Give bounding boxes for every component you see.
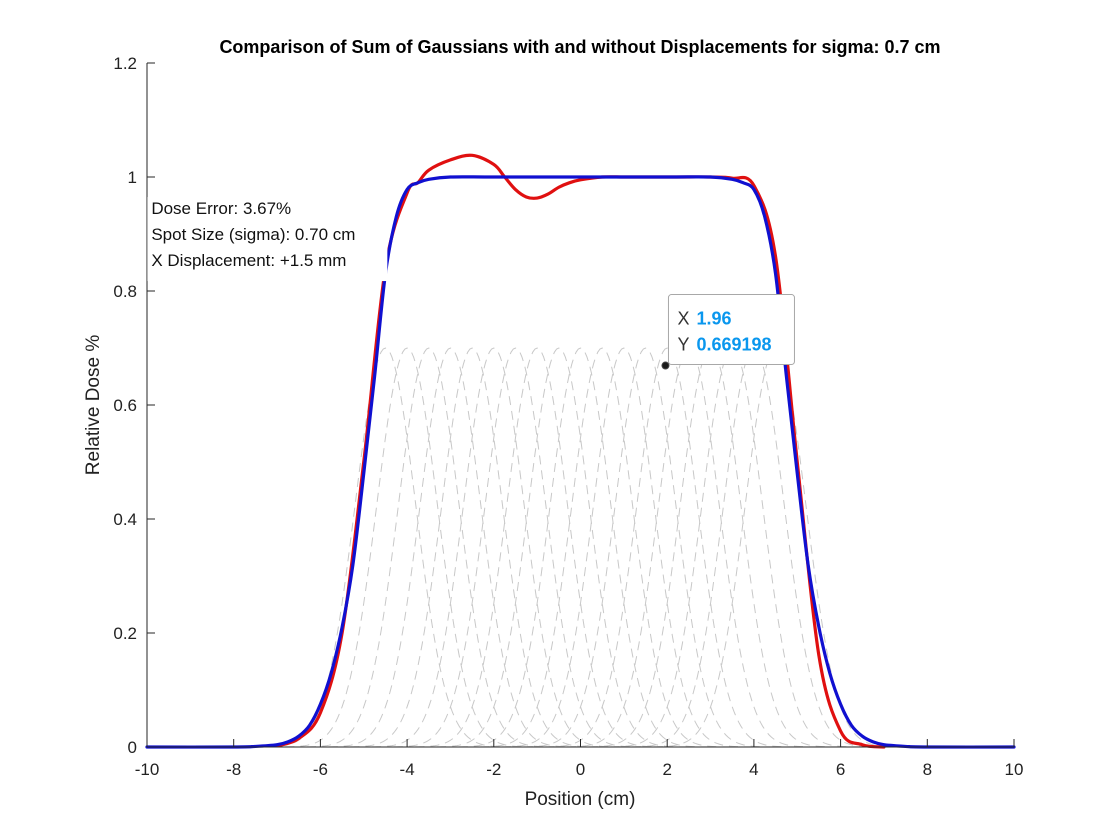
y-tick-label: 0.6 — [113, 396, 137, 415]
x-tick-label: -6 — [313, 760, 328, 779]
gaussian-curve-12 — [493, 347, 798, 748]
datatip-x-value: 1.96 — [696, 309, 731, 329]
datatip-x-key: X — [677, 309, 689, 329]
annotation-background — [147, 197, 388, 282]
y-tick-label: 1.2 — [113, 54, 137, 73]
datatip[interactable]: X 1.96 Y 0.669198 — [661, 294, 795, 370]
annotation-line: Dose Error: 3.67% — [151, 199, 291, 218]
gaussian-curve-5 — [342, 347, 646, 748]
annotation-line: X Displacement: +1.5 mm — [151, 251, 346, 270]
gaussian-curve-6 — [363, 347, 668, 748]
x-tick-label: 4 — [749, 760, 758, 779]
gaussian-curve-13 — [515, 347, 819, 748]
x-tick-label: -4 — [400, 760, 415, 779]
datatip-marker[interactable] — [661, 361, 670, 370]
series-line-1 — [145, 175, 1016, 749]
gaussian-curve-10 — [450, 347, 754, 748]
gaussian-curve-1 — [255, 347, 559, 748]
x-tick-label: -8 — [226, 760, 241, 779]
gaussian-curve-7 — [385, 347, 689, 748]
gaussian-curve-11 — [472, 347, 776, 748]
gaussian-curve-8 — [407, 347, 711, 748]
y-tick-label: 0.2 — [113, 624, 137, 643]
y-tick-label: 0.8 — [113, 282, 137, 301]
x-tick-label: 2 — [662, 760, 671, 779]
datatip-y-value: 0.669198 — [696, 335, 771, 355]
y-tick-label: 0.4 — [113, 510, 137, 529]
datatip-y-key: Y — [677, 335, 689, 355]
x-axis-label: Position (cm) — [525, 789, 636, 810]
axes: -10 -8 -6 -4 -2 0 2 4 6 8 10 0 0.2 0.4 0.6 0.8 1 1.2 — [113, 54, 1023, 779]
gaussian-curve-9 — [428, 347, 733, 748]
gaussian-curve-4 — [320, 347, 624, 748]
gaussian-curve-2 — [277, 347, 581, 748]
y-axis-label: Relative Dose % — [83, 335, 104, 476]
x-tick-label: 6 — [836, 760, 845, 779]
series-lines — [145, 153, 1016, 749]
datatip-box — [667, 294, 795, 366]
gaussian-curve-3 — [298, 347, 603, 748]
x-tick-label: 0 — [576, 760, 585, 779]
x-tick-label: -10 — [135, 760, 160, 779]
chart-title: Comparison of Sum of Gaussians with and … — [219, 37, 940, 57]
x-tick-label: 10 — [1005, 760, 1024, 779]
y-tick-label: 1 — [128, 168, 137, 187]
x-tick-label: 8 — [923, 760, 932, 779]
y-tick-label: 0 — [128, 738, 137, 757]
x-tick-label: -2 — [486, 760, 501, 779]
annotation-line: Spot Size (sigma): 0.70 cm — [151, 225, 355, 244]
annotation-text: Dose Error: 3.67% Spot Size (sigma): 0.70… — [147, 197, 388, 282]
